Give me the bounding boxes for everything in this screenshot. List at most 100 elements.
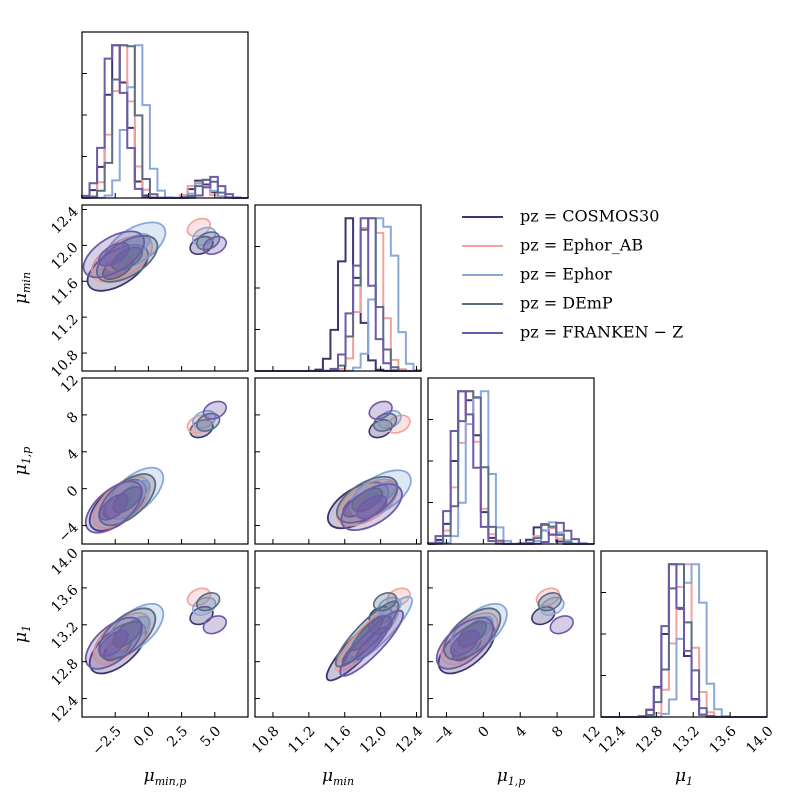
x-tick-label: 12.4 bbox=[393, 723, 426, 756]
axis-symbol: μ bbox=[322, 766, 333, 786]
contour-mode2-3 bbox=[372, 592, 398, 612]
axis-symbol: μ bbox=[11, 464, 31, 475]
y-tick-label: 11.2 bbox=[48, 312, 81, 345]
contour-mode2-2 bbox=[191, 596, 217, 616]
hist-mu_min_p-2 bbox=[82, 44, 248, 199]
panel-mu_1-vs-mu_min: 10.8 11.2 11.6 12.0 12.4 bbox=[249, 550, 426, 757]
hist-mu_1_p-2 bbox=[427, 390, 594, 545]
hist-mu_min_p-3 bbox=[81, 44, 249, 199]
hist-mu_1_p-1 bbox=[427, 390, 594, 545]
legend-label-4: pz = FRANKEN − Z bbox=[520, 323, 683, 342]
y-tick-label: −4 bbox=[56, 520, 82, 546]
panel-mu_min-vs-mu_min_p: 10.811.211.612.012.4 bbox=[48, 204, 249, 381]
y-axis-label-mu_1: μ1 bbox=[11, 625, 33, 643]
axis-symbol: μ bbox=[497, 766, 508, 786]
x-tick-label: −4 bbox=[430, 723, 456, 749]
contour-inner-4 bbox=[355, 626, 389, 661]
panel-mu_1-vs-mu_1_p: −4 0 4 8 12 bbox=[427, 550, 604, 749]
contour-inner-4 bbox=[355, 494, 388, 520]
contour-mode2-4 bbox=[549, 615, 574, 635]
axis-subscript: min bbox=[333, 775, 354, 788]
x-tick-label: 0.0 bbox=[131, 723, 158, 750]
panel-mu_min-vs-mu_min bbox=[254, 204, 422, 372]
y-tick-label: 13.2 bbox=[48, 619, 81, 652]
panel-mu_min_p-vs-mu_min_p bbox=[81, 31, 249, 199]
panel-frame bbox=[427, 550, 595, 718]
y-tick-label: 14.0 bbox=[48, 545, 81, 578]
y-tick-label: 4 bbox=[64, 446, 82, 464]
y-tick-label: 11.6 bbox=[48, 276, 81, 309]
contour-mode2-4 bbox=[368, 615, 393, 635]
panel-frame bbox=[254, 550, 422, 718]
contour-inner-4 bbox=[97, 242, 130, 267]
contour-mode2-4 bbox=[202, 615, 227, 635]
x-tick-label: 8 bbox=[549, 723, 567, 741]
hist-mu_min_p-4 bbox=[81, 44, 249, 199]
axis-symbol: μ bbox=[144, 766, 155, 786]
hist-mu_1_p-4 bbox=[427, 390, 595, 545]
y-tick-label: 12.4 bbox=[48, 204, 81, 237]
contours bbox=[84, 587, 227, 675]
legend-label-2: pz = Ephor bbox=[520, 265, 612, 284]
panel-mu_1_p-vs-mu_1_p bbox=[427, 377, 595, 545]
x-tick-label: 2.5 bbox=[164, 723, 191, 750]
hist-mu_min_p-0 bbox=[81, 44, 248, 199]
panel-mu_1-vs-mu_min_p: −2.5 0.0 2.5 5.0 12.4 12.8 13.2 13.6 14.0 bbox=[48, 545, 249, 759]
x-tick-label: 13.6 bbox=[706, 723, 739, 756]
x-tick-label: 0 bbox=[475, 723, 493, 741]
legend-label-3: pz = DEmP bbox=[520, 294, 613, 313]
axis-subscript: min,p bbox=[155, 775, 187, 788]
hist-mu_1_p-0 bbox=[427, 390, 594, 545]
y-tick-label: 12.4 bbox=[48, 693, 81, 726]
y-axis-label-mu_1_p: μ1,p bbox=[11, 447, 33, 476]
axis-subscript: 1 bbox=[686, 775, 693, 788]
contour-mode2-4 bbox=[368, 400, 393, 420]
y-tick-label: 10.8 bbox=[48, 347, 81, 380]
x-axis-label-mu_min_p: μmin,p bbox=[144, 766, 187, 788]
x-tick-label: 11.6 bbox=[321, 723, 354, 756]
hist-mu_min-0 bbox=[255, 217, 421, 372]
axis-symbol: μ bbox=[11, 293, 31, 304]
axis-subscript: 1,p bbox=[20, 447, 33, 465]
x-tick-label: 12.8 bbox=[633, 723, 666, 756]
x-tick-label: 11.2 bbox=[285, 723, 318, 756]
panel-frame bbox=[81, 377, 249, 545]
panel-frame bbox=[81, 550, 249, 718]
legend-label-0: pz = COSMOS30 bbox=[520, 207, 659, 226]
x-tick-label: −2.5 bbox=[89, 723, 124, 758]
x-tick-label: 10.8 bbox=[249, 723, 282, 756]
contour-mode2-0 bbox=[368, 419, 393, 439]
contours bbox=[82, 217, 227, 292]
x-tick-label: 12.4 bbox=[596, 723, 629, 756]
contour-inner-4 bbox=[99, 493, 129, 521]
axis-subscript: min bbox=[20, 272, 33, 293]
axis-subscript: 1 bbox=[20, 625, 33, 632]
hist-mu_min_p-1 bbox=[81, 44, 248, 199]
x-tick-label: 12.0 bbox=[357, 723, 390, 756]
contour-inner-4 bbox=[99, 629, 129, 657]
axis-symbol: μ bbox=[675, 766, 686, 786]
contour-mode2-3 bbox=[372, 412, 398, 432]
contours bbox=[435, 587, 574, 675]
x-axis-label-mu_1: μ1 bbox=[675, 766, 693, 788]
contours bbox=[84, 400, 227, 534]
x-axis-label-mu_1_p: μ1,p bbox=[497, 766, 526, 788]
axis-symbol: μ bbox=[11, 632, 31, 643]
axis-subscript: 1,p bbox=[508, 775, 526, 788]
contours bbox=[325, 587, 414, 682]
y-axis-label-mu_min: μmin bbox=[11, 272, 33, 304]
panel-frame bbox=[81, 31, 249, 199]
x-tick-label: 14.0 bbox=[743, 723, 776, 756]
y-tick-label: 12.0 bbox=[48, 240, 81, 273]
x-tick-label: 4 bbox=[512, 723, 530, 741]
contour-mode2-1 bbox=[186, 587, 212, 607]
contours bbox=[327, 400, 412, 531]
x-tick-label: 5.0 bbox=[197, 723, 224, 750]
panel-frame bbox=[254, 377, 422, 545]
panel-mu_1_p-vs-mu_min bbox=[254, 377, 422, 545]
contour-mode2-4 bbox=[202, 400, 227, 420]
